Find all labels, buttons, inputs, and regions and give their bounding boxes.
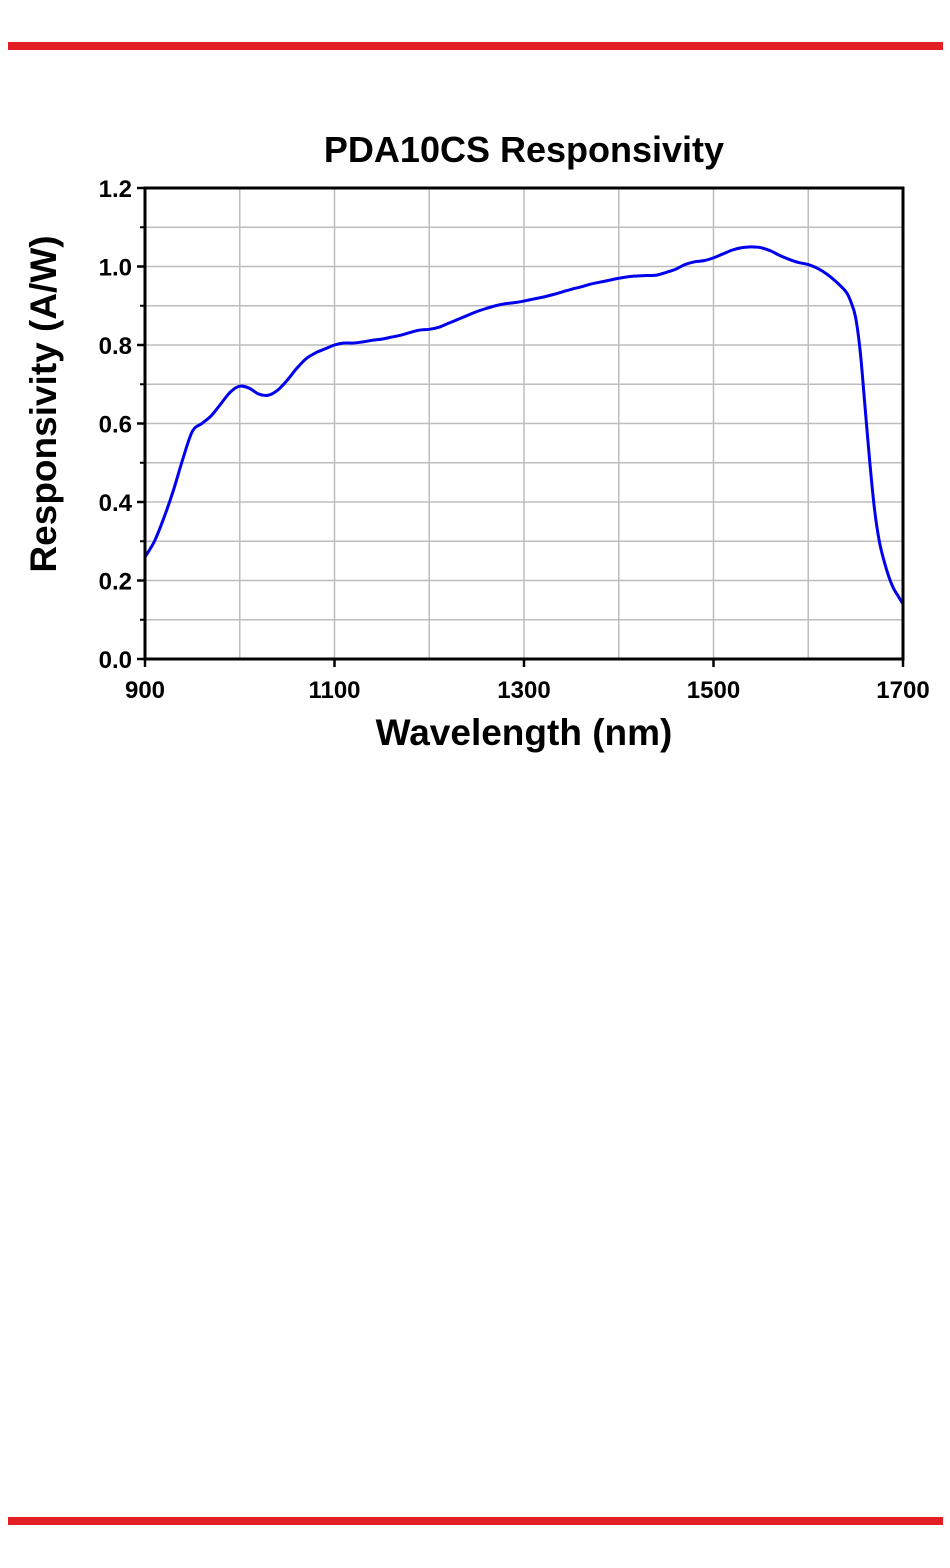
x-tick-label: 1500 <box>687 677 740 704</box>
minor-tick-layer <box>140 226 715 664</box>
responsivity-series-line <box>143 245 905 605</box>
x-axis-label: Wavelength (nm) <box>376 712 673 753</box>
x-tick-label: 1700 <box>876 677 929 704</box>
chart-title: PDA10CS Responsivity <box>324 129 724 170</box>
x-tick-label-layer: 900 1100 1300 1500 1700 <box>125 677 930 704</box>
x-tick-label: 900 <box>125 677 165 704</box>
y-tick-label-layer: 0.0 0.2 0.4 0.6 0.8 1.0 1.2 <box>99 176 133 674</box>
y-tick-label: 0.4 <box>99 490 133 517</box>
y-tick-label: 0.6 <box>99 412 132 439</box>
y-tick-label: 1.2 <box>99 176 132 203</box>
x-tick-label: 1100 <box>308 677 360 704</box>
plot-frame <box>143 186 905 661</box>
top-red-rule <box>8 42 943 50</box>
y-tick-label: 1.0 <box>99 255 132 282</box>
series-layer <box>143 245 905 605</box>
y-tick-label: 0.8 <box>99 333 132 360</box>
bottom-red-rule <box>8 1517 943 1525</box>
grid-layer <box>145 188 903 659</box>
y-tick-label: 0.0 <box>99 647 132 674</box>
y-tick-label: 0.2 <box>99 569 132 596</box>
x-tick-label: 1300 <box>497 677 550 704</box>
y-axis-label: Responsivity (A/W) <box>23 235 64 572</box>
